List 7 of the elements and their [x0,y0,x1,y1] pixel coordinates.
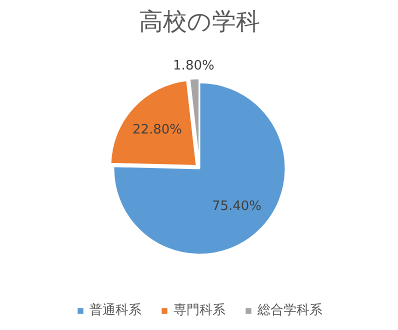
data-label: 75.40% [212,199,262,214]
legend-label: 専門科系 [174,302,226,319]
data-label: 22.80% [132,122,182,138]
legend-label: 普通科系 [90,302,142,319]
legend-label: 総合学科系 [258,302,322,319]
chart-title: 高校の学科 [139,8,260,36]
data-label: 1.80% [173,58,214,74]
